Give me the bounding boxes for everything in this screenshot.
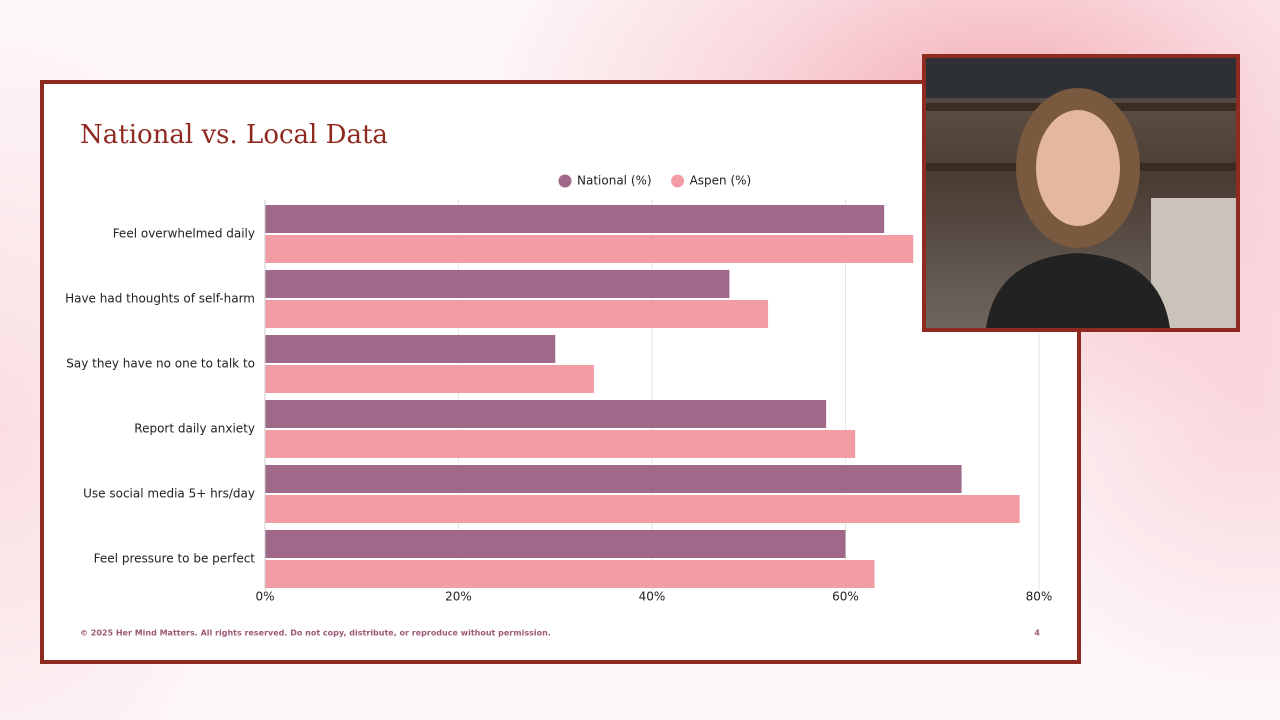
bar bbox=[265, 530, 846, 558]
footer: © 2025 Her Mind Matters. All rights rese… bbox=[80, 629, 551, 638]
bar bbox=[265, 205, 885, 233]
y-tick-label: Report daily anxiety bbox=[134, 422, 255, 436]
webcam-feed bbox=[922, 54, 1240, 332]
x-tick-label: 40% bbox=[639, 590, 666, 604]
x-tick-label: 0% bbox=[255, 590, 274, 604]
bar bbox=[265, 400, 827, 428]
y-tick-label: Say they have no one to talk to bbox=[66, 357, 255, 371]
bar bbox=[265, 365, 594, 393]
x-tick-label: 20% bbox=[445, 590, 472, 604]
bar bbox=[265, 495, 1020, 523]
bar bbox=[265, 270, 730, 298]
y-tick-label: Feel pressure to be perfect bbox=[94, 552, 256, 566]
chart-title: National vs. Local Data bbox=[80, 120, 388, 150]
y-tick-label: Have had thoughts of self-harm bbox=[65, 292, 255, 306]
legend-label: Aspen (%) bbox=[690, 174, 752, 188]
bar bbox=[265, 300, 769, 328]
bar bbox=[265, 465, 962, 493]
webcam-scene bbox=[926, 58, 1236, 328]
legend-swatch bbox=[558, 174, 572, 188]
page-number: 4 bbox=[1034, 629, 1040, 638]
bar bbox=[265, 430, 856, 458]
x-tick-label: 60% bbox=[832, 590, 859, 604]
y-tick-label: Use social media 5+ hrs/day bbox=[83, 487, 255, 501]
y-tick-label: Feel overwhelmed daily bbox=[113, 227, 255, 241]
legend-swatch bbox=[671, 174, 685, 188]
bar bbox=[265, 560, 875, 588]
bar bbox=[265, 335, 556, 363]
x-tick-label: 80% bbox=[1026, 590, 1053, 604]
bar bbox=[265, 235, 914, 263]
legend-label: National (%) bbox=[577, 174, 652, 188]
